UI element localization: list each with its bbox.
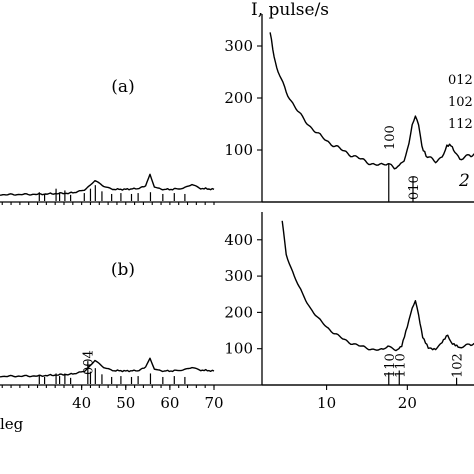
peak-label: 004 bbox=[81, 350, 96, 375]
panel-label: (b) bbox=[111, 260, 135, 280]
y-tick-label: 300 bbox=[224, 37, 253, 55]
diffraction-curve bbox=[0, 173, 215, 196]
y-tick-label: 100 bbox=[224, 141, 253, 159]
peak-label: 110 bbox=[383, 353, 398, 378]
peak-label: 102 bbox=[451, 353, 466, 378]
peak-label: 012 bbox=[448, 73, 473, 88]
x-tick-label: 10 bbox=[317, 394, 336, 412]
y-tick-label: 200 bbox=[224, 89, 253, 107]
peak-label: 102 bbox=[448, 95, 473, 110]
y-tick-label: 100 bbox=[224, 340, 253, 358]
x-tick-label: 40 bbox=[72, 394, 91, 412]
diffraction-curve bbox=[269, 32, 474, 170]
x-tick-label: 60 bbox=[160, 394, 179, 412]
diffraction-curve bbox=[0, 357, 215, 378]
x-tick-label: 50 bbox=[116, 394, 135, 412]
x-tick-label: 20 bbox=[398, 394, 417, 412]
peak-label: 110 bbox=[393, 353, 408, 378]
peak-label: 010 bbox=[407, 175, 422, 200]
y-axis-title: I, pulse/s bbox=[251, 0, 329, 20]
y-tick-label: 400 bbox=[224, 231, 253, 249]
panel-right-1: 100 200 300 I, pulse/s 2 100 010 012 102 112 bbox=[224, 0, 474, 203]
y-tick-label: 200 bbox=[224, 303, 253, 321]
x-axis-label: leg bbox=[0, 415, 24, 433]
peak-label: 112 bbox=[448, 117, 473, 132]
diffraction-curve bbox=[281, 220, 474, 352]
y-tick-label: 300 bbox=[224, 267, 253, 285]
panel-label: (a) bbox=[111, 77, 134, 97]
x-tick-label: 70 bbox=[204, 394, 223, 412]
peak-label: 100 bbox=[383, 125, 398, 150]
series-number-label: 2 bbox=[458, 171, 470, 191]
